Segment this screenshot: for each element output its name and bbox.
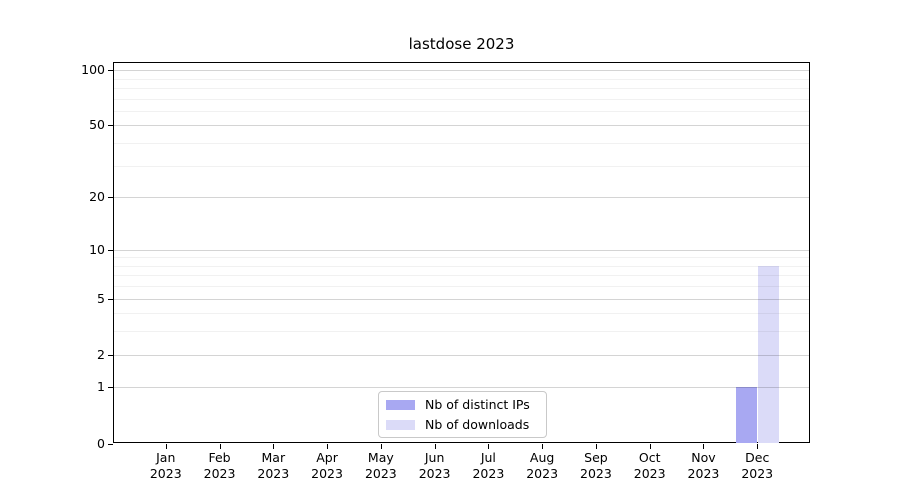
gridline-minor: [114, 313, 809, 315]
gridline-minor: [114, 88, 809, 90]
legend-swatch-distinct-ips: [386, 399, 415, 410]
x-axis-tick: [434, 444, 436, 449]
gridline-major: [114, 298, 809, 300]
y-axis-tick-label: 100: [81, 62, 105, 78]
y-axis-tick-label: 0: [97, 435, 105, 451]
x-axis-tick-label: Aug 2023: [526, 449, 559, 481]
x-axis-tick-label: Mar 2023: [257, 449, 290, 481]
y-axis-tick: [108, 249, 113, 251]
gridline-minor: [114, 143, 809, 145]
x-axis-tick: [327, 444, 329, 449]
x-axis-tick: [542, 444, 544, 449]
y-axis-tick: [108, 298, 113, 300]
x-axis-tick-label: Apr 2023: [311, 449, 343, 481]
x-axis-tick: [488, 444, 490, 449]
gridline-major: [114, 387, 809, 389]
bar-nb-of-downloads-dec: [757, 265, 779, 443]
legend-entry-distinct-ips: Nb of distinct IPs: [386, 396, 546, 413]
legend-entry-downloads: Nb of downloads: [386, 416, 546, 433]
gridline-minor: [114, 98, 809, 100]
x-axis-tick-label: Sep 2023: [580, 449, 612, 481]
x-axis-tick: [219, 444, 221, 449]
gridline-minor: [114, 265, 809, 267]
x-axis-tick-label: Nov 2023: [687, 449, 720, 481]
chart-title: lastdose 2023: [408, 35, 515, 53]
y-axis-tick: [108, 125, 113, 127]
gridline-major: [114, 70, 809, 72]
x-axis-tick: [165, 444, 167, 449]
x-axis-tick: [757, 444, 759, 449]
y-axis-tick-label: 1: [97, 379, 105, 395]
gridline-major: [114, 125, 809, 127]
x-axis-tick-label: Jan 2023: [149, 449, 182, 481]
gridline-major: [114, 197, 809, 199]
y-axis-tick-label: 2: [97, 346, 105, 362]
gridline-minor: [114, 111, 809, 112]
gridline-major: [114, 249, 809, 251]
x-axis-tick-label: Dec 2023: [741, 449, 774, 481]
x-axis-tick: [380, 444, 382, 449]
x-axis-tick-label: May 2023: [364, 449, 397, 481]
bar-nb-of-distinct-ips-dec: [735, 387, 757, 443]
gridline-minor: [114, 165, 809, 167]
legend: Nb of distinct IPs Nb of downloads: [378, 391, 547, 438]
gridline-major: [114, 354, 809, 356]
x-axis-tick-label: Oct 2023: [633, 449, 666, 481]
gridline-minor: [114, 78, 809, 80]
y-axis-tick-label: 5: [97, 290, 105, 306]
y-axis-tick: [108, 70, 113, 72]
legend-label-downloads: Nb of downloads: [425, 417, 530, 432]
y-axis-tick-label: 20: [89, 189, 105, 205]
gridline-minor: [114, 331, 809, 333]
x-axis-tick-label: Jun 2023: [418, 449, 451, 481]
gridline-minor: [114, 257, 809, 259]
x-axis-tick-label: Feb 2023: [203, 449, 236, 481]
x-axis-tick-label: Jul 2023: [472, 449, 505, 481]
y-axis-tick: [108, 387, 113, 389]
x-axis-tick: [703, 444, 705, 449]
y-axis-tick: [108, 197, 113, 199]
y-axis-tick-label: 50: [89, 117, 105, 133]
gridline-minor: [114, 286, 809, 288]
x-axis-tick: [595, 444, 597, 449]
x-axis-tick: [649, 444, 651, 449]
legend-swatch-downloads: [386, 419, 415, 430]
gridline-minor: [114, 275, 809, 277]
y-axis-tick: [108, 443, 113, 445]
legend-label-distinct-ips: Nb of distinct IPs: [425, 397, 530, 412]
x-axis-tick: [273, 444, 275, 449]
y-axis-tick-label: 10: [89, 241, 105, 257]
y-axis-tick: [108, 354, 113, 356]
plot-area: [113, 62, 810, 443]
